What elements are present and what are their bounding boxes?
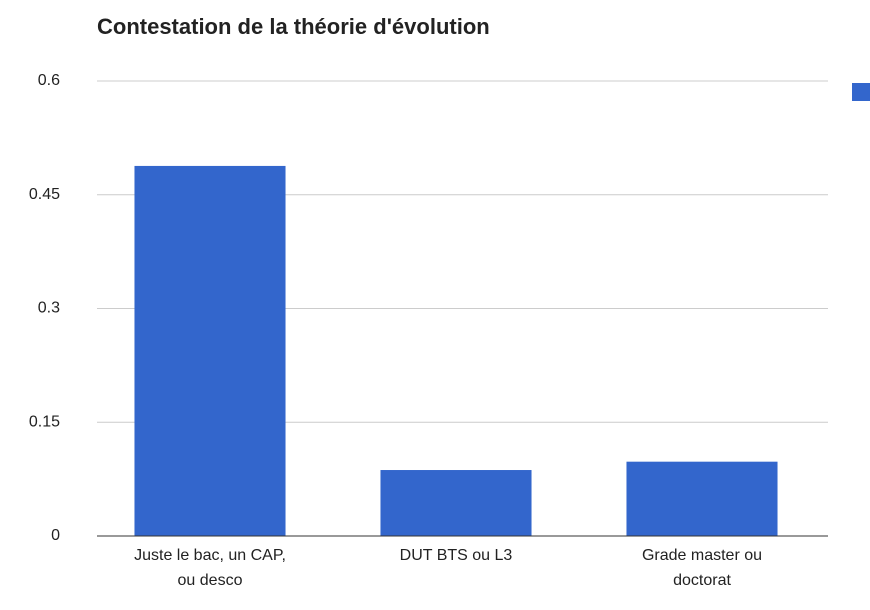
x-tick-label: DUT BTS ou L3	[399, 547, 513, 564]
y-tick-label: 0	[51, 527, 60, 544]
y-tick-label: 0.15	[29, 413, 60, 430]
x-tick-label: Juste le bac, un CAP, ou desco	[134, 547, 286, 589]
bar	[626, 461, 778, 536]
y-tick-label: 0.3	[38, 300, 60, 317]
chart-title: Contestation de la théorie d'évolution	[97, 14, 490, 39]
legend-swatch	[852, 83, 870, 101]
bar	[380, 470, 532, 536]
y-tick-label: 0.45	[29, 186, 60, 203]
x-tick-label: Grade master ou doctorat	[641, 547, 763, 589]
y-tick-label: 0.6	[38, 72, 60, 89]
bar	[134, 165, 286, 536]
